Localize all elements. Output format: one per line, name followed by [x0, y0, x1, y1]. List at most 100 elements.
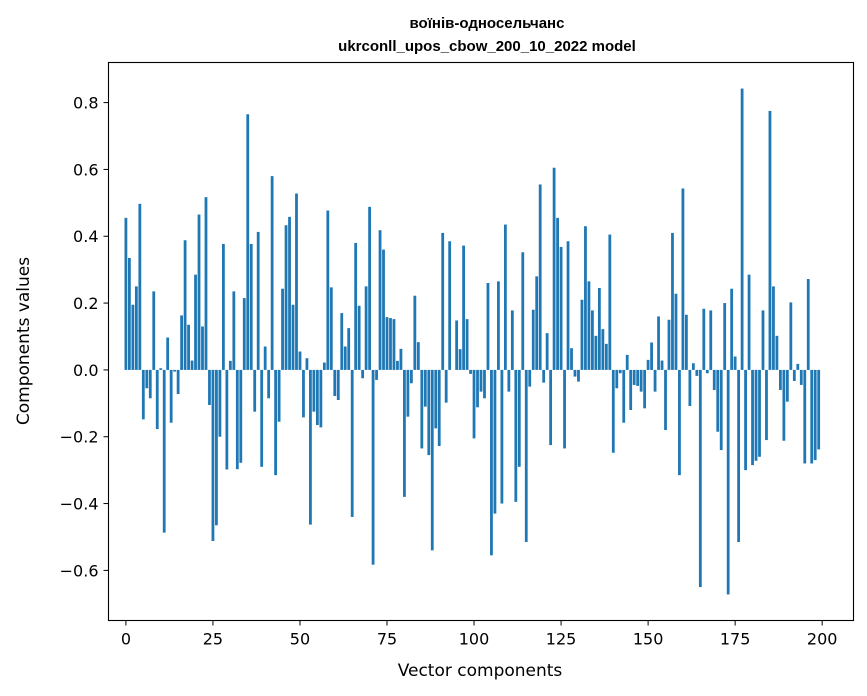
bar-125 [559, 246, 563, 370]
bar-90 [437, 369, 441, 447]
bar-189 [782, 369, 786, 441]
bar-44 [277, 369, 281, 422]
bar-184 [765, 369, 768, 441]
bar-49 [295, 193, 298, 370]
bar-4 [138, 203, 142, 370]
bar-124 [556, 217, 559, 370]
bar-14 [173, 369, 177, 372]
bar-47 [288, 216, 291, 370]
bar-141 [615, 369, 619, 389]
bar-41 [267, 369, 271, 399]
x-tick-label: 25 [203, 630, 223, 649]
bar-199 [817, 369, 821, 450]
bar-143 [622, 369, 626, 423]
bar-81 [406, 369, 410, 417]
bar-42 [270, 176, 274, 370]
bar-10 [159, 368, 163, 370]
bar-166 [702, 308, 706, 370]
bar-175 [733, 356, 737, 370]
bar-61 [336, 369, 340, 400]
bar-192 [792, 369, 796, 381]
bar-52 [305, 358, 309, 370]
bar-174 [730, 288, 734, 370]
bar-120 [542, 369, 546, 383]
bar-39 [260, 369, 264, 467]
bar-32 [235, 369, 239, 470]
bar-108 [500, 369, 504, 504]
bar-171 [719, 369, 723, 451]
bar-151 [650, 342, 653, 370]
bar-17 [183, 240, 187, 370]
bar-33 [239, 369, 243, 463]
bar-73 [378, 230, 382, 370]
bar-155 [664, 369, 667, 431]
bar-87 [427, 369, 431, 456]
bar-172 [723, 303, 727, 370]
bar-36 [249, 243, 253, 370]
bar-79 [399, 348, 403, 370]
bar-147 [636, 369, 640, 386]
bar-111 [510, 310, 514, 370]
bar-48 [291, 304, 295, 370]
x-tick-label: 125 [546, 630, 577, 649]
y-tick-label: 0.4 [73, 227, 98, 246]
bar-109 [503, 224, 507, 370]
bar-74 [382, 249, 385, 370]
bar-69 [364, 286, 368, 370]
bar-2 [131, 304, 135, 370]
bar-86 [423, 369, 427, 407]
bar-107 [497, 281, 500, 370]
chart-title: воїнів-односельчанс [410, 15, 565, 32]
x-axis-ticks: 0 25 50 75 100 125 150 175 200 [121, 620, 838, 649]
bar-118 [535, 276, 539, 370]
bar-72 [375, 369, 378, 380]
bar-135 [594, 335, 598, 370]
bar-114 [521, 252, 525, 370]
bar-16 [180, 315, 183, 370]
bar-56 [319, 369, 323, 428]
bar-43 [274, 369, 277, 476]
bar-188 [779, 369, 782, 390]
bar-103 [483, 369, 486, 399]
x-tick-label: 50 [290, 630, 310, 649]
y-tick-label: 0.0 [73, 361, 98, 380]
bar-65 [350, 369, 354, 517]
bar-137 [601, 329, 605, 370]
bar-8 [152, 291, 156, 370]
bar-149 [643, 369, 647, 409]
bar-198 [813, 369, 817, 461]
y-tick-label: 0.6 [73, 160, 98, 179]
bar-96 [458, 349, 462, 370]
y-axis-label: Components values [14, 257, 34, 425]
bar-156 [667, 319, 671, 370]
bar-127 [566, 241, 570, 370]
bar-186 [772, 286, 775, 370]
bar-163 [691, 363, 695, 370]
bar-29 [225, 369, 229, 470]
bar-134 [591, 310, 594, 370]
bars-group [124, 88, 821, 595]
bar-98 [465, 319, 469, 370]
bar-83 [413, 295, 417, 370]
bar-46 [284, 225, 288, 370]
bar-64 [347, 328, 351, 370]
bar-100 [472, 369, 476, 439]
bar-191 [789, 302, 793, 370]
bar-50 [298, 351, 302, 370]
bar-70 [368, 206, 371, 370]
bar-138 [604, 343, 608, 370]
bar-159 [678, 369, 681, 476]
x-tick-label: 200 [807, 630, 838, 649]
bar-106 [493, 369, 497, 514]
bar-91 [441, 232, 445, 370]
bar-131 [580, 299, 584, 370]
bar-88 [430, 369, 434, 551]
bar-140 [611, 369, 615, 453]
bar-157 [671, 232, 674, 370]
x-tick-label: 100 [459, 630, 490, 649]
bar-15 [176, 369, 180, 394]
bar-82 [409, 369, 413, 384]
bar-0 [124, 217, 128, 370]
bar-78 [396, 360, 399, 370]
